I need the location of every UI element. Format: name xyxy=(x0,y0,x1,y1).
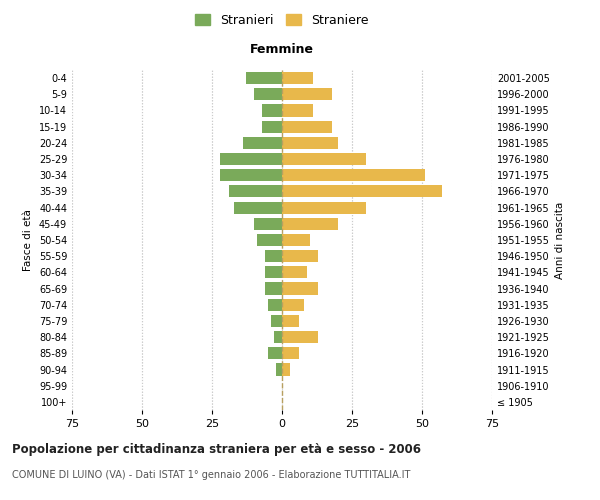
Bar xyxy=(282,88,332,101)
Y-axis label: Fasce di età: Fasce di età xyxy=(23,209,33,271)
Y-axis label: Anni di nascita: Anni di nascita xyxy=(555,202,565,278)
Bar xyxy=(282,202,366,213)
Bar xyxy=(262,104,282,117)
Bar xyxy=(268,298,282,311)
Bar xyxy=(282,266,307,278)
Bar xyxy=(220,169,282,181)
Bar xyxy=(254,88,282,101)
Bar xyxy=(243,137,282,149)
Bar xyxy=(265,282,282,294)
Bar xyxy=(282,298,304,311)
Bar xyxy=(265,266,282,278)
Bar xyxy=(282,137,338,149)
Bar xyxy=(282,169,425,181)
Bar xyxy=(282,234,310,246)
Bar xyxy=(282,120,332,132)
Bar xyxy=(254,218,282,230)
Bar xyxy=(257,234,282,246)
Bar xyxy=(220,153,282,165)
Bar xyxy=(235,202,282,213)
Bar xyxy=(282,186,442,198)
Bar xyxy=(271,315,282,327)
Text: COMUNE DI LUINO (VA) - Dati ISTAT 1° gennaio 2006 - Elaborazione TUTTITALIA.IT: COMUNE DI LUINO (VA) - Dati ISTAT 1° gen… xyxy=(12,470,410,480)
Bar xyxy=(229,186,282,198)
Legend: Stranieri, Straniere: Stranieri, Straniere xyxy=(190,8,374,32)
Bar xyxy=(282,364,290,376)
Bar xyxy=(262,120,282,132)
Bar xyxy=(282,104,313,117)
Bar xyxy=(265,250,282,262)
Bar xyxy=(282,153,366,165)
Bar xyxy=(274,331,282,343)
Bar xyxy=(282,218,338,230)
Bar xyxy=(282,250,319,262)
Bar xyxy=(282,348,299,360)
Bar xyxy=(268,348,282,360)
Bar xyxy=(282,315,299,327)
Text: Femmine: Femmine xyxy=(250,44,314,57)
Bar xyxy=(282,282,319,294)
Bar xyxy=(245,72,282,84)
Bar xyxy=(282,72,313,84)
Text: Popolazione per cittadinanza straniera per età e sesso - 2006: Popolazione per cittadinanza straniera p… xyxy=(12,442,421,456)
Bar xyxy=(277,364,282,376)
Bar xyxy=(282,331,319,343)
